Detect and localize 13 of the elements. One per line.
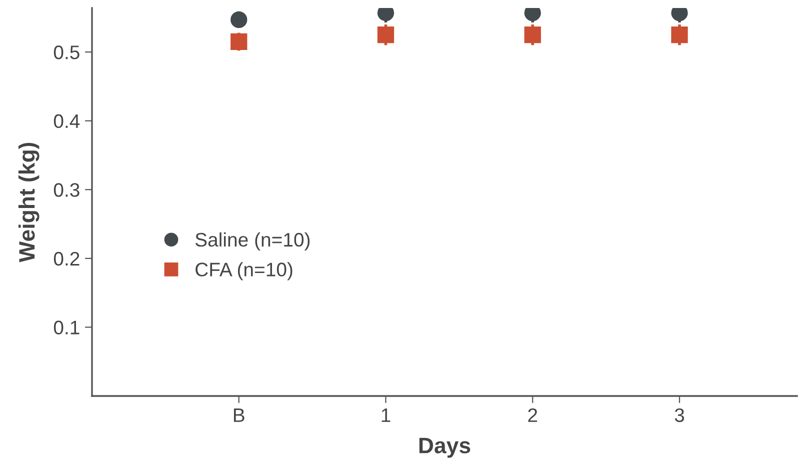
y-tick-label: 0.5 xyxy=(54,45,80,60)
x-tick-label: 3 xyxy=(674,408,684,422)
x-tick-label: 1 xyxy=(382,408,390,422)
legend-label: CFA (n=10) xyxy=(196,262,292,280)
y-tick-label: 0.2 xyxy=(54,252,80,266)
y-tick-label: 0.4 xyxy=(54,114,80,128)
legend-label: Saline (n=10) xyxy=(195,232,310,250)
x-tick-label: B xyxy=(234,408,244,422)
x-tick-label: 2 xyxy=(528,408,538,422)
y-tick-label: 0.1 xyxy=(54,320,80,334)
y-axis-title: Weight (kg) xyxy=(18,142,40,262)
y-tick-label: 0.3 xyxy=(54,183,80,197)
x-axis-title: Days xyxy=(419,438,470,458)
